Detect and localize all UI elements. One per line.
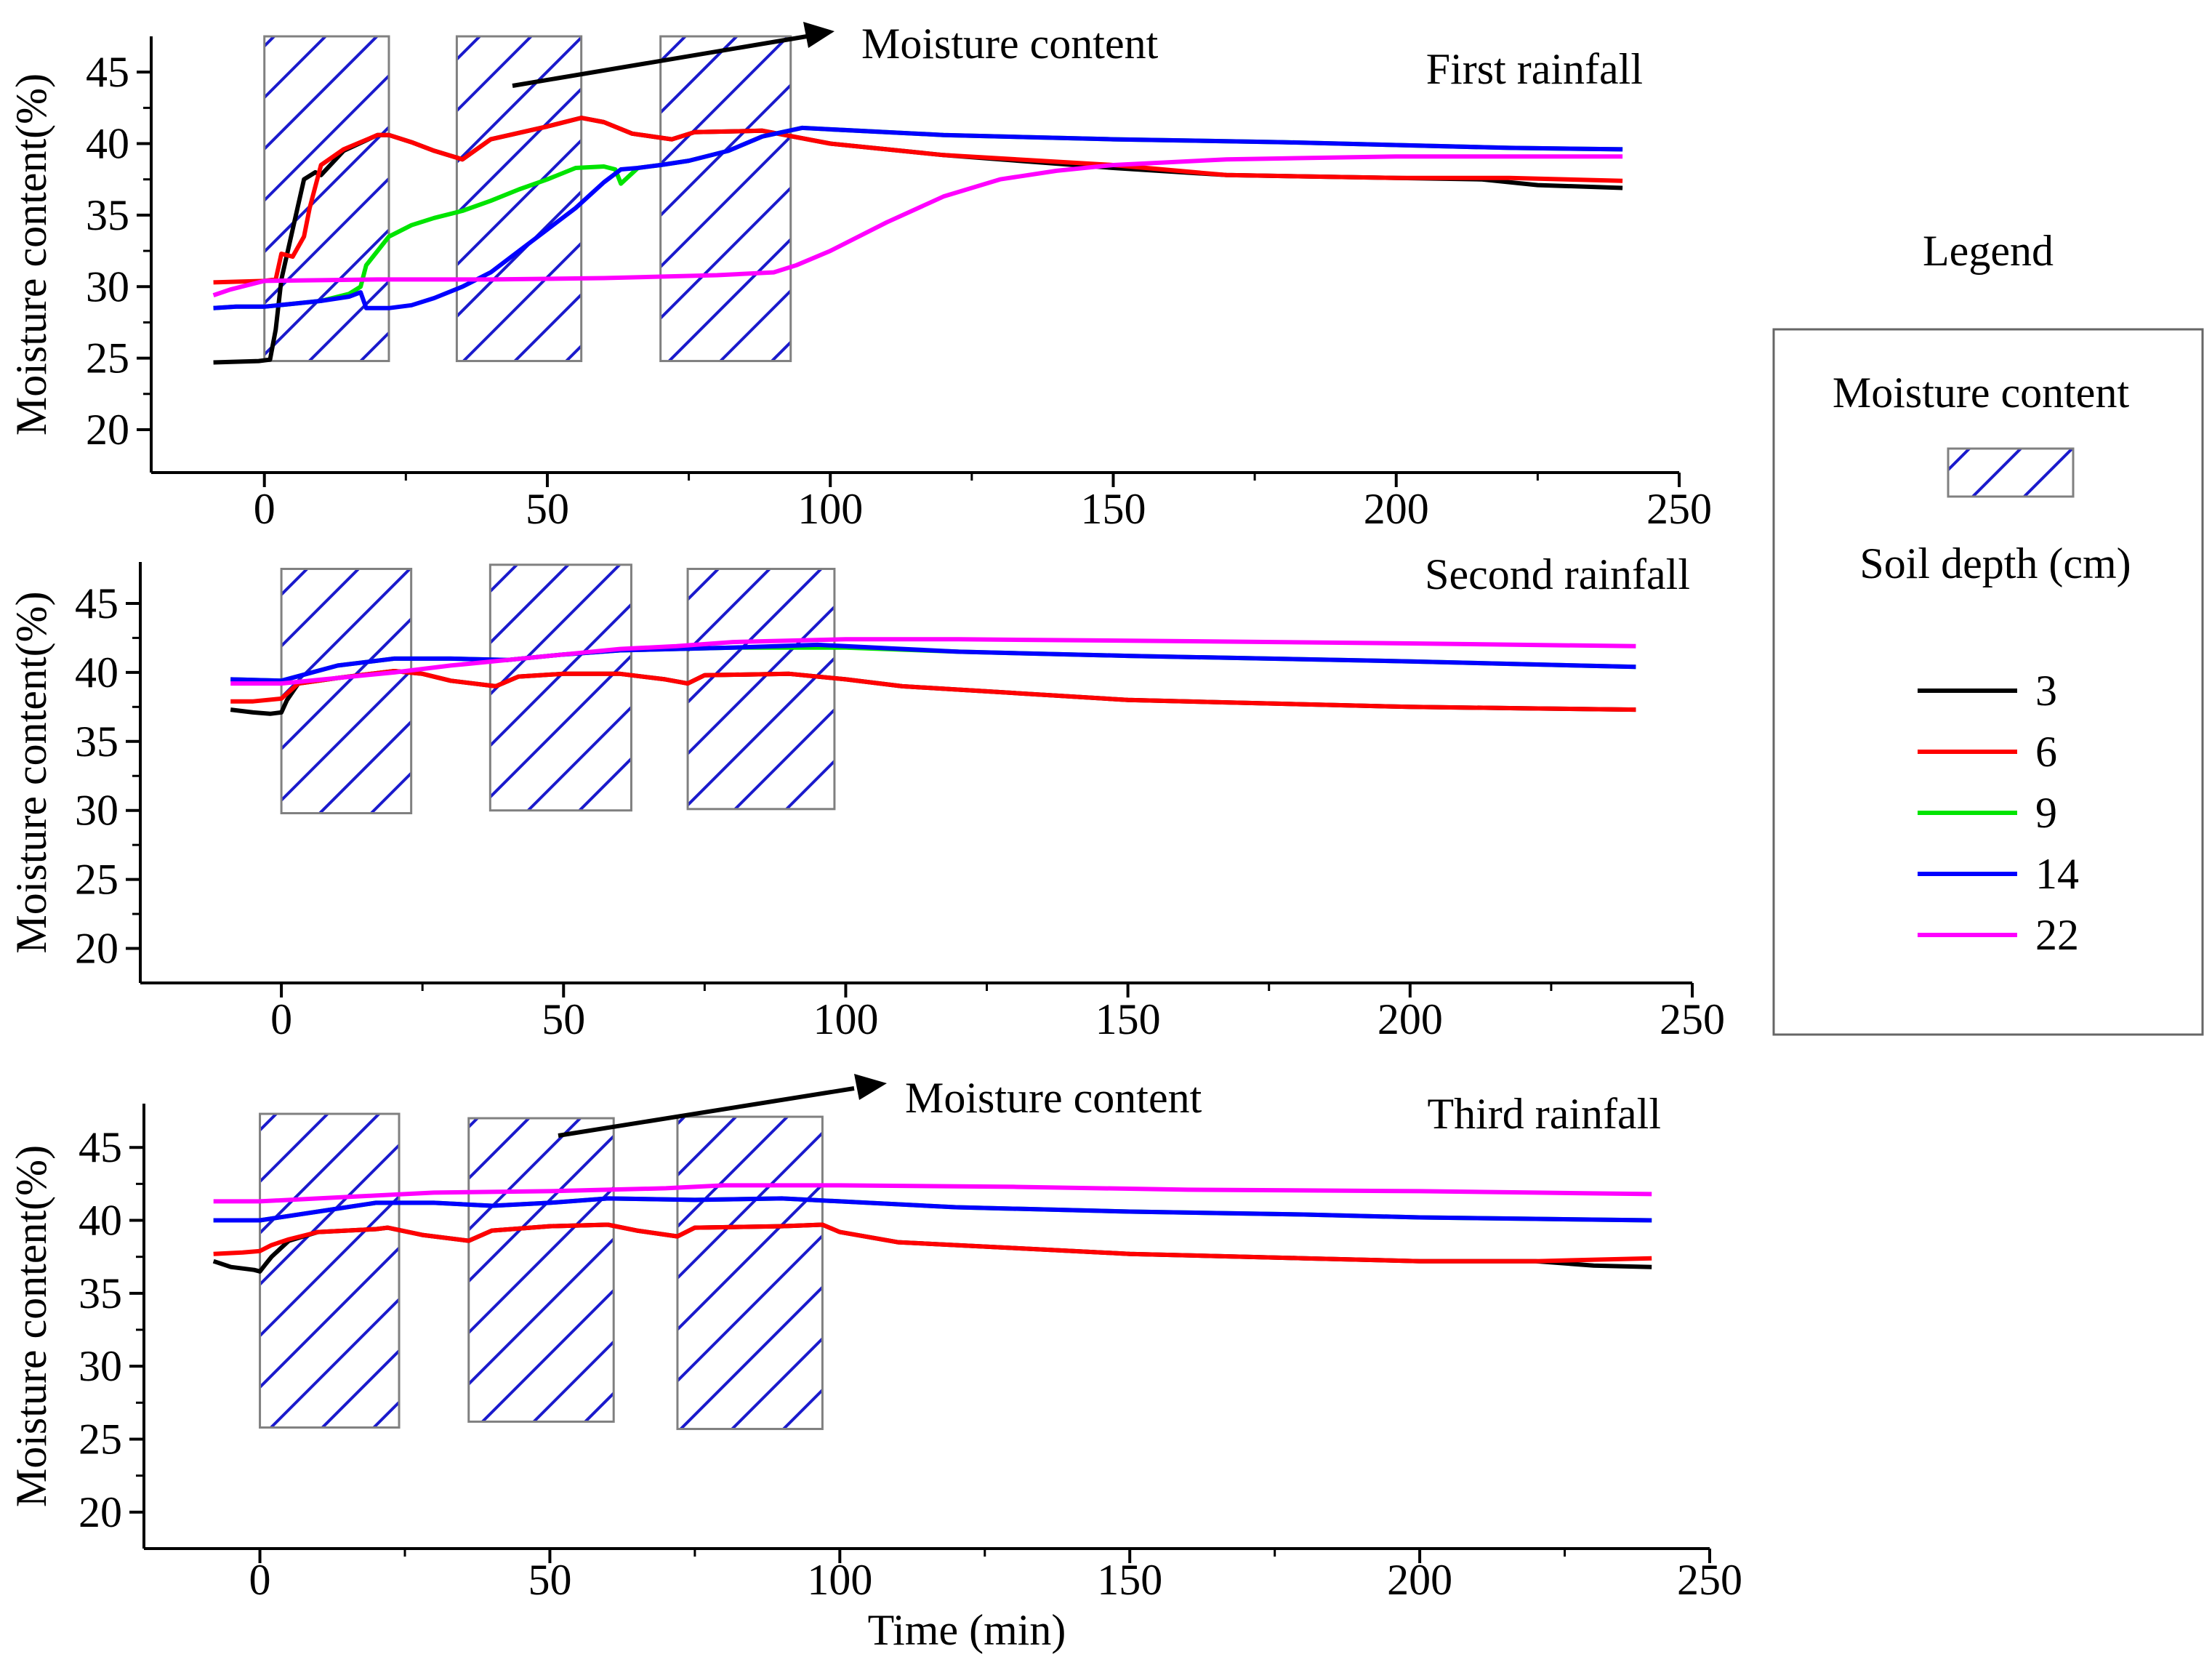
rain-period-box xyxy=(686,567,836,811)
y-tick-label: 25 xyxy=(86,334,129,382)
annotation-arrow xyxy=(558,1074,887,1138)
y-tick-label: 40 xyxy=(75,649,118,696)
legend-item: 14 xyxy=(1918,850,2079,898)
x-tick-label: 250 xyxy=(1646,485,1712,533)
x-tick-label: 100 xyxy=(813,995,878,1043)
legend-hatch-swatch xyxy=(1947,447,2075,498)
x-tick-label: 100 xyxy=(807,1556,872,1604)
panel-title: Second rainfall xyxy=(1425,550,1690,598)
legend-item-label: 14 xyxy=(2035,850,2079,898)
series-line-14 xyxy=(213,125,1623,310)
x-tick-label: 200 xyxy=(1364,485,1429,533)
rain-period-box xyxy=(455,35,583,363)
plot-area: 0 50 100 150 200 250 20 25 30 35 40 45 Moisture cont… xyxy=(7,1104,1742,1604)
legend-item-label: 6 xyxy=(2035,728,2057,776)
x-tick-label: 200 xyxy=(1387,1556,1452,1604)
legend-depth-title: Soil depth (cm) xyxy=(1859,539,2131,587)
rain-period-box xyxy=(263,35,390,363)
x-tick-label: 100 xyxy=(797,485,863,533)
y-tick-label: 35 xyxy=(86,191,129,239)
y-axis-title: Moisture content(%) xyxy=(7,1145,55,1507)
y-tick-label: 30 xyxy=(86,262,129,310)
x-tick-label: 0 xyxy=(249,1556,271,1604)
y-tick-label: 40 xyxy=(79,1197,122,1245)
legend-box xyxy=(1772,328,2204,1036)
rain-period-box xyxy=(259,1112,401,1429)
x-tick-label: 250 xyxy=(1660,995,1725,1043)
legend-item-label: 22 xyxy=(2035,911,2079,959)
series-line-3 xyxy=(212,1222,1652,1274)
annotation-arrow xyxy=(512,22,834,88)
panel-title: First rainfall xyxy=(1426,45,1643,93)
legend-item: 3 xyxy=(1918,667,2057,715)
series-line-6 xyxy=(213,1222,1652,1264)
panel-third-rainfall: 0 50 100 150 200 250 20 25 30 35 40 45 Moisture cont… xyxy=(7,1074,1742,1654)
y-tick-label: 30 xyxy=(75,787,118,835)
y-tick-label: 45 xyxy=(86,48,129,96)
series-line-22 xyxy=(230,637,1636,686)
y-tick-label: 20 xyxy=(86,406,129,454)
panel-first-rainfall: 0 50 100 150 200 250 20 25 30 35 40 45 Moisture cont… xyxy=(7,20,1712,533)
y-tick-label: 20 xyxy=(79,1488,122,1536)
y-axis-title: Moisture content(%) xyxy=(7,591,55,953)
series-line-6 xyxy=(230,669,1636,712)
legend: Legend Moisture content Soil depth (cm) … xyxy=(1772,227,2204,1036)
x-tick-label: 50 xyxy=(528,1556,571,1604)
x-tick-label: 0 xyxy=(254,485,276,533)
legend-item: 6 xyxy=(1918,728,2057,776)
y-tick-label: 30 xyxy=(79,1342,122,1390)
x-tick-label: 150 xyxy=(1095,995,1161,1043)
legend-item: 22 xyxy=(1918,911,2079,959)
legend-title: Legend xyxy=(1923,227,2054,275)
x-tick-label: 150 xyxy=(1080,485,1146,533)
y-axis-title: Moisture content(%) xyxy=(7,73,55,435)
series-line-22 xyxy=(213,1183,1652,1204)
x-tick-label: 50 xyxy=(526,485,569,533)
series-line-14 xyxy=(213,1196,1652,1223)
rain-period-box xyxy=(676,1115,824,1430)
legend-item-label: 3 xyxy=(2035,667,2057,715)
x-tick-label: 150 xyxy=(1097,1556,1162,1604)
series-line-14 xyxy=(230,642,1636,683)
x-tick-label: 50 xyxy=(542,995,585,1043)
legend-item: 9 xyxy=(1918,789,2057,837)
y-tick-label: 20 xyxy=(75,925,118,973)
series-line-6 xyxy=(213,116,1623,285)
series-line-22 xyxy=(212,154,1623,297)
x-tick-label: 0 xyxy=(270,995,292,1043)
x-axis-title: Time (min) xyxy=(868,1606,1066,1654)
y-tick-label: 40 xyxy=(86,120,129,168)
y-tick-label: 25 xyxy=(75,856,118,904)
annotation-label: Moisture content xyxy=(905,1074,1202,1122)
rain-period-box xyxy=(280,567,413,815)
rain-period-box xyxy=(488,563,632,812)
y-tick-label: 45 xyxy=(75,579,118,627)
legend-patch-label: Moisture content xyxy=(1833,369,2130,417)
annotation-label: Moisture content xyxy=(861,20,1159,68)
y-tick-label: 35 xyxy=(79,1269,122,1317)
y-tick-label: 35 xyxy=(75,718,118,766)
panel-second-rainfall: 0 50 100 150 200 250 20 25 30 35 40 45 Moisture cont… xyxy=(7,550,1725,1043)
y-tick-label: 25 xyxy=(79,1416,122,1464)
legend-item-label: 9 xyxy=(2035,789,2057,837)
x-tick-label: 200 xyxy=(1378,995,1443,1043)
y-tick-label: 45 xyxy=(79,1123,122,1171)
panel-title: Third rainfall xyxy=(1427,1090,1661,1138)
rain-period-box xyxy=(659,35,792,363)
plot-area: 0 50 100 150 200 250 20 25 30 35 40 45 Moisture cont… xyxy=(7,562,1725,1043)
rain-period-box xyxy=(467,1117,615,1423)
x-tick-label: 250 xyxy=(1677,1556,1742,1604)
plot-area: 0 50 100 150 200 250 20 25 30 35 40 45 Moisture cont… xyxy=(7,35,1712,533)
